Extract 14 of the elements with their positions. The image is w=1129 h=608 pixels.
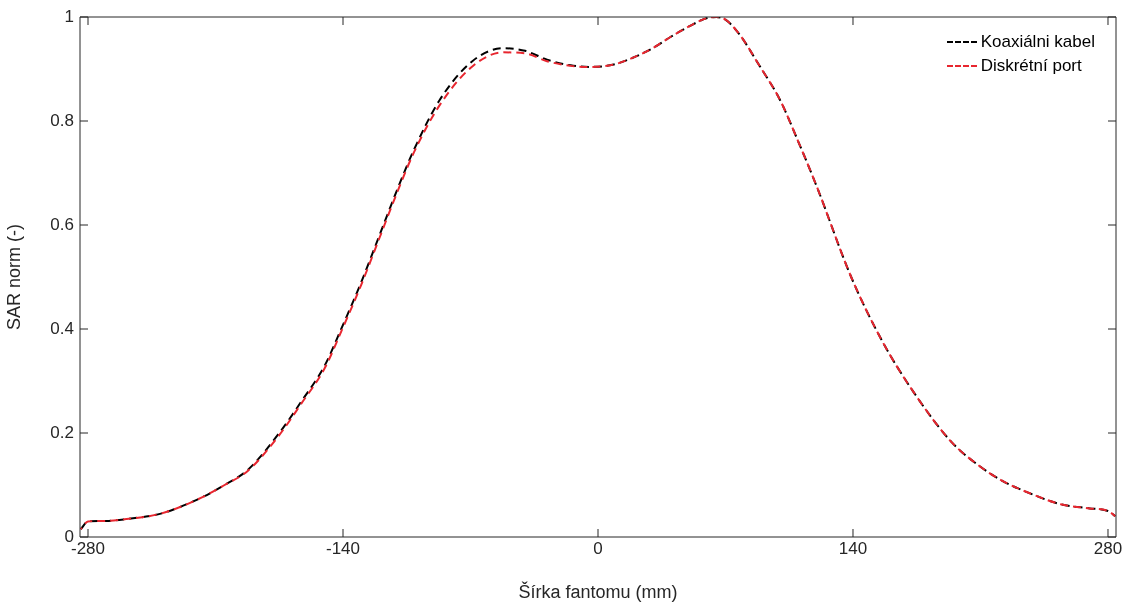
line-series xyxy=(80,17,1116,531)
x-tick-label: 140 xyxy=(838,538,868,558)
y-axis-title: SAR norm (-) xyxy=(3,223,24,331)
x-tick-label: 280 xyxy=(1093,538,1123,558)
y-tick-label: 1 xyxy=(64,6,74,26)
x-tick-label: 0 xyxy=(593,538,603,558)
y-tick-label: 0.6 xyxy=(50,214,74,234)
y-tick-label: 0.8 xyxy=(50,110,74,130)
x-axis-title: Šírka fantomu (mm) xyxy=(518,581,678,603)
y-tick-label: 0.4 xyxy=(50,318,74,338)
x-tick-label: -140 xyxy=(325,538,361,558)
y-tick-label: 0.2 xyxy=(50,422,74,442)
legend-label: Koaxiálni kabel xyxy=(980,32,1095,52)
legend-label: Diskrétní port xyxy=(980,56,1082,76)
